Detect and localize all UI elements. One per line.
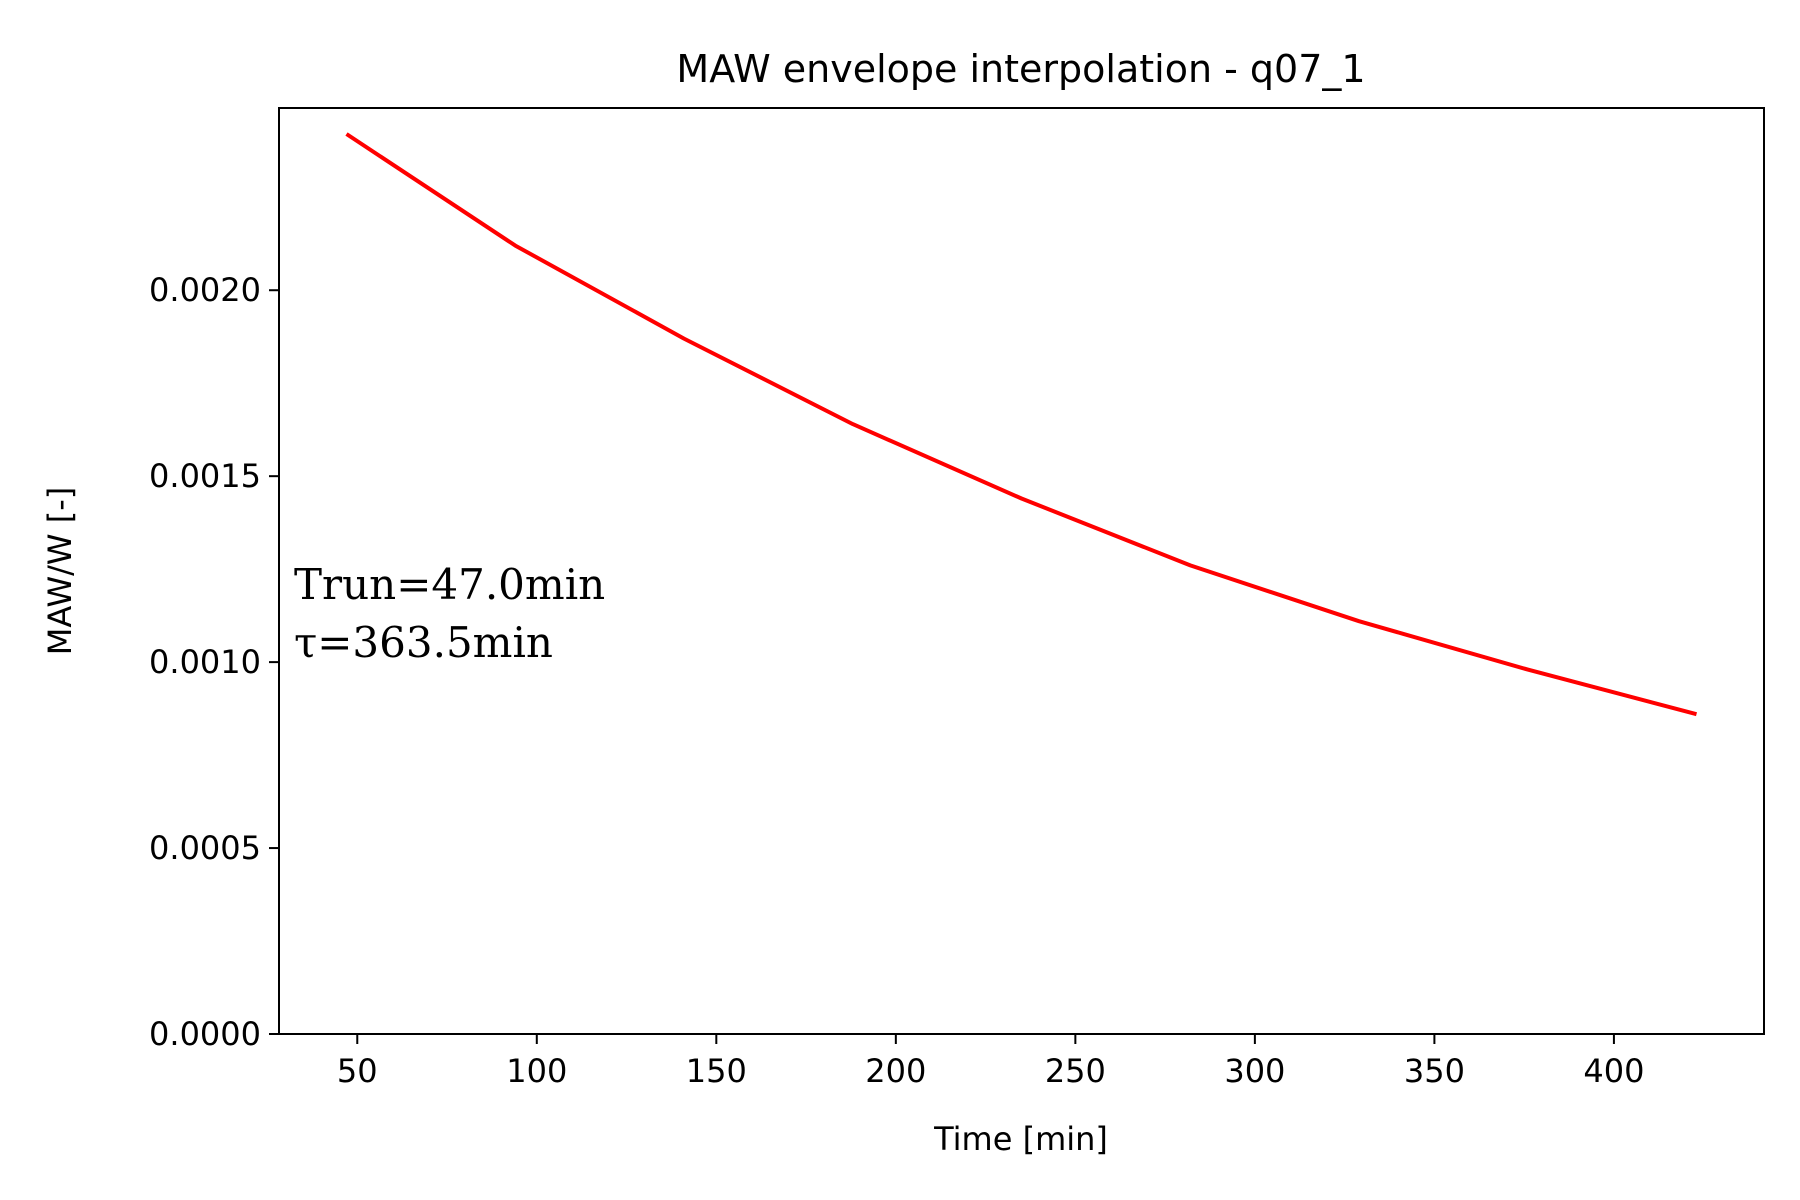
y-tick-label: 0.0005 [149,829,261,867]
plot-frame [278,107,1765,1035]
x-axis-label: Time [min] [933,1120,1108,1158]
x-tick-label: 400 [1583,1052,1644,1090]
y-tick-label: 0.0020 [149,271,261,309]
y-tick-label: 0.0000 [149,1015,261,1053]
x-tick-label: 350 [1404,1052,1465,1090]
x-tick-label: 50 [337,1052,378,1090]
annotation-tau: τ=363.5min [294,618,553,667]
x-tick-label: 150 [686,1052,747,1090]
chart-title: MAW envelope interpolation - q07_1 [676,47,1365,91]
annotation-trun: Trun=47.0min [294,560,605,609]
series-line [345,132,1698,717]
x-axis-ticks: 50 100 150 200 250 300 350 400 [337,1034,1644,1090]
y-tick-label: 0.0010 [149,643,261,681]
x-tick-label: 200 [865,1052,926,1090]
y-axis-ticks: 0.0000 0.0005 0.0010 0.0015 0.0020 [149,271,279,1053]
x-tick-label: 250 [1045,1052,1106,1090]
y-axis-label: MAW/W [-] [41,487,79,656]
y-tick-label: 0.0015 [149,457,261,495]
x-tick-label: 100 [506,1052,567,1090]
x-tick-label: 300 [1224,1052,1285,1090]
